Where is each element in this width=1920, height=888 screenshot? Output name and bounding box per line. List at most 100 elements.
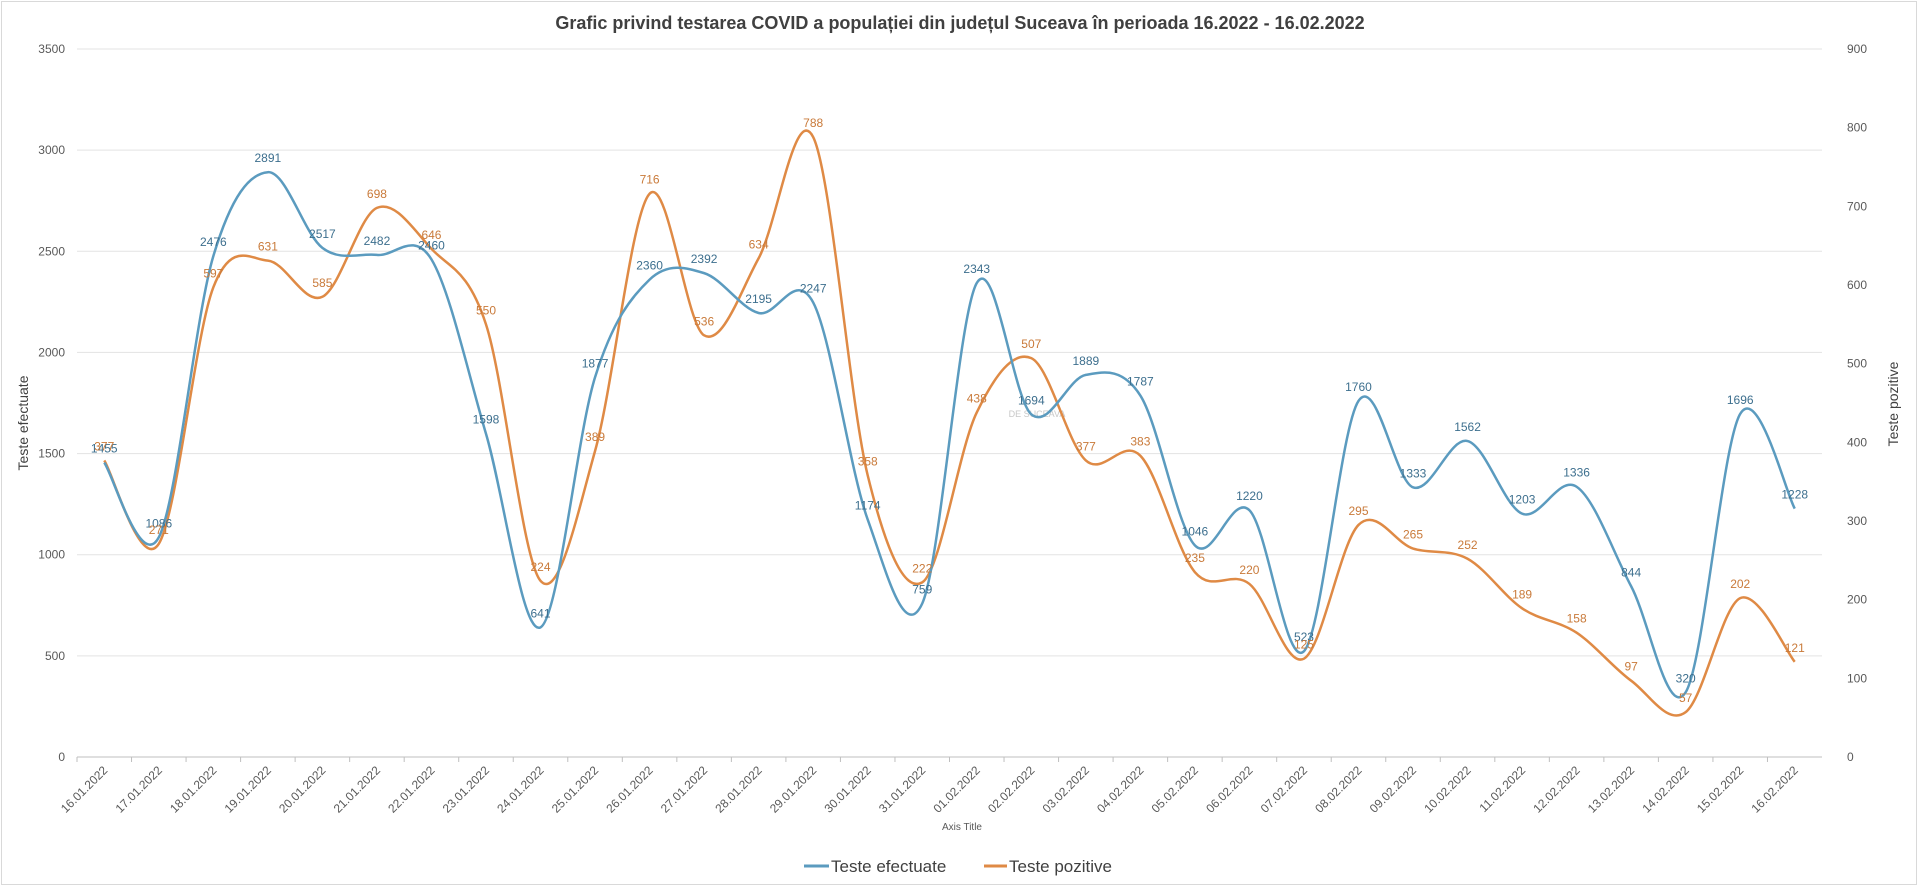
data-label-teste-efectuate: 1046 <box>1182 524 1209 538</box>
data-label-teste-efectuate: 1598 <box>473 413 500 427</box>
data-label-teste-efectuate: 1336 <box>1563 466 1590 480</box>
x-tick-label: 03.02.2022 <box>1040 763 1093 816</box>
data-label-teste-pozitive: 265 <box>1403 528 1423 542</box>
y2-tick-label: 200 <box>1847 593 1867 607</box>
series-lines <box>103 129 1796 717</box>
x-tick-label: 19.01.2022 <box>222 763 275 816</box>
x-tick-label: 29.01.2022 <box>767 763 820 816</box>
data-label-teste-efectuate: 1787 <box>1127 375 1154 389</box>
x-tick-label: 20.01.2022 <box>276 763 329 816</box>
data-label-teste-efectuate: 1455 <box>91 442 118 456</box>
data-label-teste-pozitive: 220 <box>1239 563 1259 577</box>
y-axis-left-ticks: 0 500 1000 1500 2000 2500 3000 3500 <box>38 42 65 764</box>
data-label-teste-efectuate: 1333 <box>1400 466 1427 480</box>
data-label-teste-pozitive: 536 <box>694 314 714 328</box>
data-label-teste-efectuate: 1174 <box>855 499 881 513</box>
data-label-teste-efectuate: 1228 <box>1781 488 1808 502</box>
x-tick-label: 11.02.2022 <box>1476 763 1528 815</box>
data-label-teste-efectuate: 759 <box>912 582 932 596</box>
y-tick-label: 2000 <box>38 345 65 359</box>
data-label-teste-efectuate: 1220 <box>1236 489 1263 503</box>
data-label-teste-pozitive: 383 <box>1130 435 1150 449</box>
data-label-teste-efectuate: 1562 <box>1454 420 1481 434</box>
data-label-teste-pozitive: 716 <box>640 173 660 187</box>
data-label-teste-pozitive: 597 <box>203 266 223 280</box>
y2-tick-label: 700 <box>1847 199 1867 213</box>
x-tick-label: 28.01.2022 <box>712 763 765 816</box>
y-tick-label: 2500 <box>38 244 65 258</box>
data-label-teste-efectuate: 2460 <box>418 238 445 252</box>
y-tick-label: 500 <box>45 649 65 663</box>
data-label-teste-pozitive: 97 <box>1624 660 1638 674</box>
x-tick-label: 31.01.2022 <box>876 763 929 816</box>
x-axis-title: Axis Title <box>942 822 982 833</box>
y-axis-right-ticks: 0 100 200 300 400 500 600 700 800 900 <box>1847 42 1867 764</box>
data-label-teste-pozitive: 698 <box>367 187 387 201</box>
data-label-teste-efectuate: 1086 <box>145 516 172 530</box>
data-labels: 1455 1086 2476 2891 2517 2482 2460 1598 641 1877 2… <box>91 116 1808 705</box>
data-label-teste-efectuate: 2343 <box>963 262 990 276</box>
y2-tick-label: 100 <box>1847 671 1867 685</box>
x-tick-label: 15.02.2022 <box>1694 763 1747 816</box>
data-label-teste-pozitive: 121 <box>1785 641 1805 655</box>
x-tick-label: 16.01.2022 <box>58 763 111 816</box>
x-tick-label: 22.01.2022 <box>385 763 438 816</box>
series-line-teste-efectuate <box>103 170 1796 699</box>
x-tick-label: 26.01.2022 <box>603 763 656 816</box>
y-tick-label: 0 <box>58 750 65 764</box>
data-label-teste-efectuate: 1889 <box>1072 354 1099 368</box>
series-line-teste-pozitive <box>103 129 1796 717</box>
y-axis-right-title: Teste pozitive <box>1885 361 1901 446</box>
data-label-teste-efectuate: 523 <box>1294 630 1314 644</box>
x-tick-label: 13.02.2022 <box>1585 763 1638 816</box>
x-tick-label: 18.01.2022 <box>167 763 220 816</box>
y-tick-label: 1000 <box>38 548 65 562</box>
x-tick-label: 17.01.2022 <box>113 763 166 816</box>
y-axis-left-title: Teste efectuate <box>15 375 31 470</box>
data-label-teste-efectuate: 2517 <box>309 227 336 241</box>
gridlines <box>77 48 1822 758</box>
x-tick-label: 27.01.2022 <box>658 763 711 816</box>
data-label-teste-pozitive: 389 <box>585 430 605 444</box>
x-tick-label: 24.01.2022 <box>494 763 547 816</box>
data-label-teste-pozitive: 125 <box>1294 638 1314 652</box>
x-tick-label: 23.01.2022 <box>440 763 493 816</box>
y2-tick-label: 800 <box>1847 121 1867 135</box>
y2-tick-label: 900 <box>1847 42 1867 56</box>
x-axis-ticks: 16.01.2022 17.01.2022 18.01.2022 19.01.2022… <box>58 757 1801 816</box>
x-tick-label: 25.01.2022 <box>549 763 602 816</box>
y-tick-label: 3500 <box>38 42 65 56</box>
x-tick-label: 06.02.2022 <box>1203 763 1256 816</box>
y2-tick-label: 400 <box>1847 435 1867 449</box>
data-label-teste-efectuate: 1694 <box>1018 393 1045 407</box>
data-label-teste-efectuate: 1203 <box>1509 493 1536 507</box>
legend-label-teste-efectuate: Teste efectuate <box>831 857 946 876</box>
x-tick-label: 30.01.2022 <box>821 763 874 816</box>
x-tick-label: 05.02.2022 <box>1149 763 1202 816</box>
x-tick-label: 10.02.2022 <box>1421 763 1474 816</box>
data-label-teste-pozitive: 222 <box>912 561 932 575</box>
y-tick-label: 3000 <box>38 143 65 157</box>
data-label-teste-pozitive: 202 <box>1730 577 1750 591</box>
data-label-teste-pozitive: 377 <box>1076 439 1096 453</box>
data-label-teste-pozitive: 158 <box>1567 612 1587 626</box>
data-label-teste-pozitive: 585 <box>312 276 332 290</box>
x-tick-label: 08.02.2022 <box>1312 763 1365 816</box>
legend: Teste efectuate Teste pozitive <box>804 857 1112 876</box>
y2-tick-label: 600 <box>1847 278 1867 292</box>
x-tick-label: 02.02.2022 <box>985 763 1038 816</box>
data-label-teste-efectuate: 1760 <box>1345 380 1372 394</box>
data-label-teste-pozitive: 631 <box>258 240 278 254</box>
x-tick-label: 21.01.2022 <box>331 763 384 816</box>
data-label-teste-efectuate: 1696 <box>1727 393 1754 407</box>
y2-tick-label: 500 <box>1847 357 1867 371</box>
data-label-teste-efectuate: 2476 <box>200 235 227 249</box>
data-label-teste-efectuate: 2392 <box>691 252 718 266</box>
data-label-teste-pozitive: 634 <box>749 237 769 251</box>
legend-label-teste-pozitive: Teste pozitive <box>1009 857 1112 876</box>
data-label-teste-efectuate: 2195 <box>745 292 772 306</box>
data-label-teste-pozitive: 377 <box>94 439 114 453</box>
data-label-teste-pozitive: 507 <box>1021 337 1041 351</box>
chart-title: Grafic privind testarea COVID a populați… <box>555 13 1364 33</box>
